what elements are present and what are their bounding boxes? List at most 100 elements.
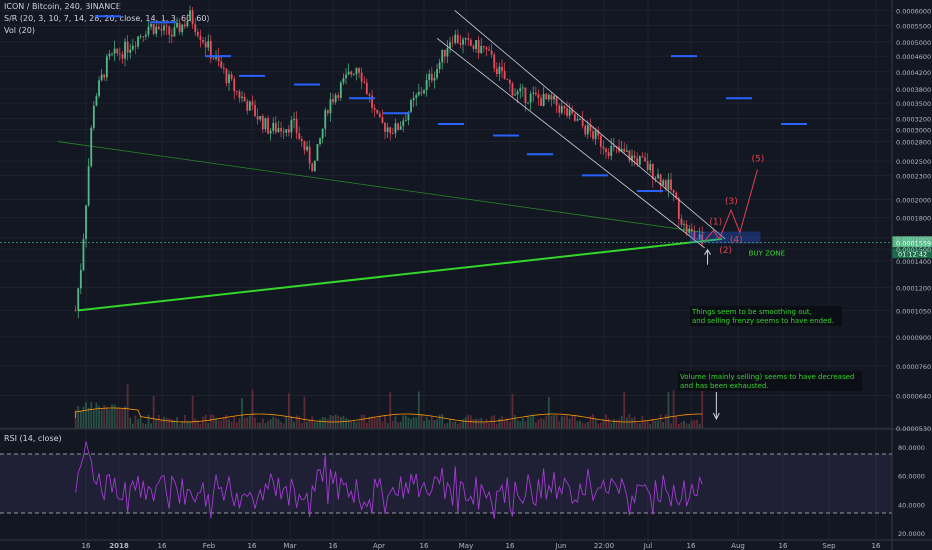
volume-bar: [98, 405, 100, 428]
volume-bar: [334, 414, 337, 428]
volume-bar: [139, 416, 142, 428]
price-tick-label: 0.0003200: [896, 116, 931, 124]
candle-body: [560, 106, 563, 113]
candle-body: [508, 80, 511, 84]
candle-body: [272, 122, 275, 131]
rsi-tick-label: 80.0000: [898, 444, 925, 452]
sr-indicator-label[interactable]: S/R (20, 3, 10, 7, 14, 28, 20, close, 14…: [4, 14, 210, 23]
volume-bar: [277, 419, 280, 428]
candle-body: [480, 46, 483, 54]
candle-body: [228, 74, 230, 84]
candle-body: [451, 42, 454, 44]
candle-body: [511, 83, 514, 96]
volume-bar: [111, 404, 113, 428]
candle-body: [514, 94, 516, 96]
volume-bar: [105, 407, 108, 428]
volume-bar: [150, 423, 152, 428]
volume-bar: [649, 423, 652, 428]
volume-bar: [360, 414, 363, 428]
price-tick-label: 0.0000900: [896, 334, 931, 342]
candle-body: [243, 96, 246, 102]
candle-body: [181, 24, 184, 33]
candle-body: [313, 160, 316, 172]
smoothing-note-bg: [690, 306, 842, 326]
candle-body: [532, 92, 535, 94]
volume-bar: [134, 415, 137, 428]
candle-body: [506, 79, 509, 81]
candle-body: [113, 48, 116, 54]
current-price-label: 0.0001559: [896, 239, 931, 247]
volume-bar: [592, 414, 594, 428]
volume-bar: [482, 422, 485, 428]
candle-body: [168, 26, 171, 35]
candle-body: [287, 129, 290, 133]
rsi-tick-label: 60.0000: [898, 473, 925, 481]
volume-bar: [423, 421, 425, 428]
candle-body: [690, 228, 693, 232]
buy-zone-label: BUY ZONE: [749, 249, 785, 257]
volume-bar: [664, 414, 667, 428]
candle-body: [222, 67, 225, 69]
volume-bar: [371, 416, 373, 428]
candle-body: [142, 36, 145, 37]
candle-body: [485, 47, 488, 50]
volume-bar: [545, 415, 548, 428]
time-tick-label: 16: [872, 542, 881, 550]
rsi-indicator-label[interactable]: RSI (14, close): [4, 434, 62, 443]
candle-body: [670, 179, 672, 191]
candle-body: [381, 117, 384, 123]
volume-bar: [571, 415, 574, 428]
candle-body: [599, 135, 602, 147]
candle-body: [446, 48, 449, 57]
candle-body: [261, 116, 264, 130]
candle-body: [641, 156, 644, 158]
candle-body: [433, 78, 436, 81]
volume-bar: [446, 423, 449, 428]
candle-body: [563, 106, 566, 109]
annotations: BUY ZONE (1) (2) (3) (4) (5) Things seem to be…: [0, 155, 932, 421]
symbol-title: ICON / Bitcoin, 240, BINANCE: [4, 2, 121, 11]
candle-body: [105, 56, 108, 78]
volume-bar: [462, 419, 464, 428]
channel-upper-line: [454, 10, 726, 240]
price-tick-label: 0.0001500: [896, 246, 931, 254]
price-tick-label: 0.0004200: [896, 69, 931, 77]
candle-body: [350, 71, 353, 75]
volume-bar: [399, 421, 402, 428]
volume-bar: [568, 418, 571, 428]
volume-bar: [685, 423, 688, 428]
candle-body: [423, 90, 425, 94]
volume-bar: [672, 390, 675, 428]
volume-bar: [352, 421, 355, 428]
candle-body: [462, 39, 464, 45]
candle-body: [345, 74, 347, 79]
volume-bar: [472, 418, 475, 428]
volume-bar: [436, 419, 438, 428]
volume-bar: [511, 393, 514, 428]
volume-bar: [165, 417, 168, 428]
volume-indicator-label[interactable]: Vol (20): [4, 26, 35, 35]
candle-body: [425, 79, 428, 91]
candle-body: [215, 56, 217, 59]
candle-body: [493, 54, 496, 69]
volume-bar: [347, 419, 350, 428]
current-price-tag: [892, 236, 932, 248]
candle-body: [537, 94, 540, 99]
candle-body: [334, 95, 337, 103]
candle-body: [472, 45, 475, 49]
volume-bar: [82, 406, 85, 428]
candle-body: [399, 126, 402, 130]
volume-bar: [194, 418, 197, 428]
candle-body: [246, 101, 249, 111]
volume-bar: [579, 420, 581, 428]
candle-body: [675, 192, 678, 199]
volume-bar: [623, 391, 626, 428]
volume-bar: [222, 417, 225, 428]
volume-bar: [329, 415, 332, 428]
volume-bar: [306, 421, 308, 428]
candle-body: [646, 161, 649, 171]
candle-body: [404, 120, 407, 121]
